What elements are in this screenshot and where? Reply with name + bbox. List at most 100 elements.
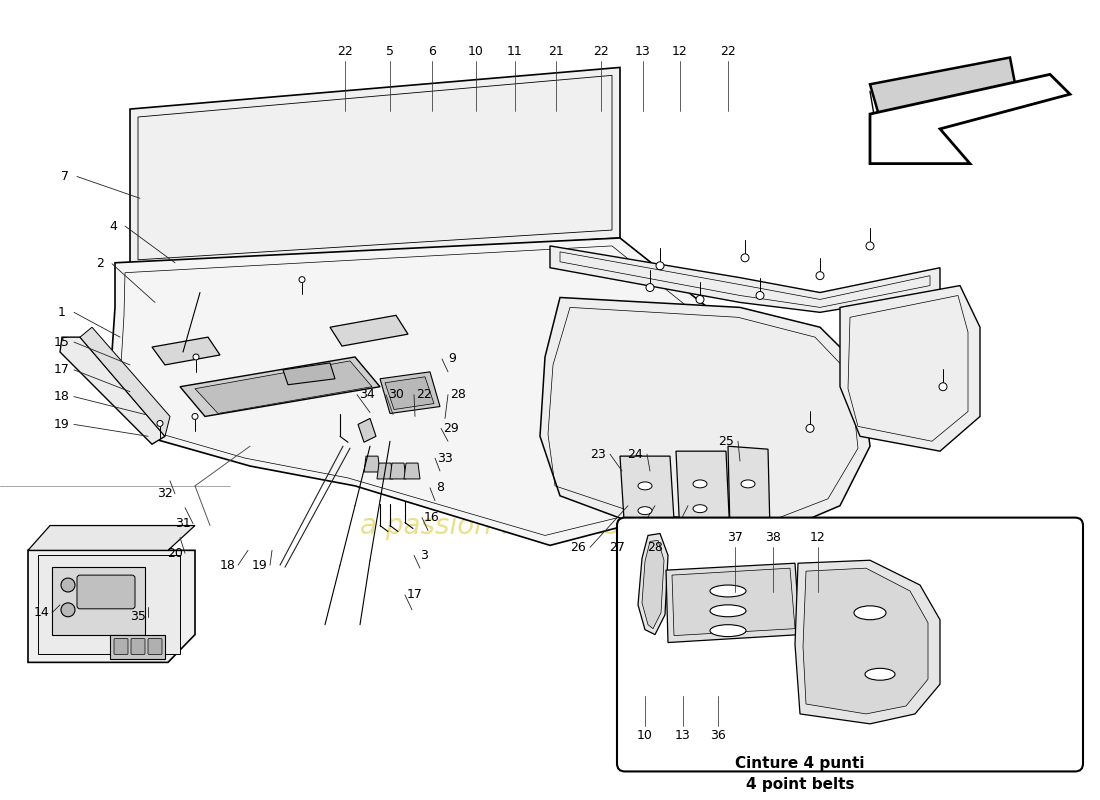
Text: 17: 17 bbox=[54, 363, 70, 376]
Text: 15: 15 bbox=[54, 335, 70, 349]
Polygon shape bbox=[39, 555, 180, 654]
Polygon shape bbox=[152, 337, 220, 365]
Text: 33: 33 bbox=[437, 452, 453, 465]
Circle shape bbox=[696, 295, 704, 303]
Circle shape bbox=[157, 421, 163, 426]
Text: 7: 7 bbox=[60, 170, 69, 183]
Circle shape bbox=[939, 382, 947, 390]
Text: 32: 32 bbox=[157, 487, 173, 500]
Polygon shape bbox=[666, 563, 800, 642]
Text: 16: 16 bbox=[425, 511, 440, 524]
Polygon shape bbox=[364, 456, 380, 472]
Text: 19: 19 bbox=[252, 558, 268, 572]
Circle shape bbox=[646, 283, 654, 291]
Polygon shape bbox=[180, 357, 380, 417]
Ellipse shape bbox=[693, 480, 707, 488]
Text: 22: 22 bbox=[416, 388, 432, 401]
Ellipse shape bbox=[854, 606, 886, 620]
Polygon shape bbox=[60, 337, 165, 444]
Text: 22: 22 bbox=[593, 45, 609, 58]
Text: 18: 18 bbox=[220, 558, 235, 572]
Circle shape bbox=[192, 414, 198, 419]
Polygon shape bbox=[550, 246, 940, 312]
Polygon shape bbox=[540, 298, 870, 535]
Text: 18: 18 bbox=[54, 390, 70, 403]
Polygon shape bbox=[28, 526, 195, 550]
Polygon shape bbox=[52, 567, 145, 634]
Polygon shape bbox=[803, 568, 928, 714]
Circle shape bbox=[741, 254, 749, 262]
Text: 28: 28 bbox=[647, 541, 663, 554]
Text: 35: 35 bbox=[130, 610, 146, 623]
Text: 38: 38 bbox=[766, 531, 781, 544]
Ellipse shape bbox=[865, 668, 895, 680]
Text: 26: 26 bbox=[570, 541, 586, 554]
Text: 12: 12 bbox=[672, 45, 688, 58]
Polygon shape bbox=[840, 286, 980, 451]
Polygon shape bbox=[672, 568, 795, 635]
Text: 34: 34 bbox=[359, 388, 375, 401]
Text: 22: 22 bbox=[337, 45, 353, 58]
Text: 1: 1 bbox=[58, 306, 66, 319]
Polygon shape bbox=[728, 446, 770, 530]
Circle shape bbox=[299, 277, 305, 282]
FancyBboxPatch shape bbox=[77, 575, 135, 609]
Polygon shape bbox=[358, 418, 376, 442]
Circle shape bbox=[656, 262, 664, 270]
Polygon shape bbox=[642, 541, 664, 629]
Ellipse shape bbox=[710, 585, 746, 597]
FancyBboxPatch shape bbox=[148, 638, 162, 654]
Polygon shape bbox=[130, 67, 620, 268]
Ellipse shape bbox=[710, 625, 746, 637]
Text: 10: 10 bbox=[637, 730, 653, 742]
Polygon shape bbox=[195, 361, 372, 414]
Ellipse shape bbox=[638, 482, 652, 490]
Text: 23: 23 bbox=[590, 448, 606, 461]
Text: 22: 22 bbox=[720, 45, 736, 58]
Polygon shape bbox=[80, 327, 170, 436]
Text: 21: 21 bbox=[548, 45, 564, 58]
Text: 3: 3 bbox=[420, 549, 428, 562]
Ellipse shape bbox=[710, 605, 746, 617]
Polygon shape bbox=[330, 315, 408, 346]
Polygon shape bbox=[638, 534, 668, 634]
Polygon shape bbox=[795, 560, 940, 724]
Text: 31: 31 bbox=[175, 517, 191, 530]
Polygon shape bbox=[28, 550, 195, 662]
Text: 5: 5 bbox=[386, 45, 394, 58]
Text: 9: 9 bbox=[448, 353, 455, 366]
Polygon shape bbox=[870, 58, 1018, 119]
Text: 30: 30 bbox=[388, 388, 404, 401]
Ellipse shape bbox=[741, 480, 755, 488]
Text: 13: 13 bbox=[675, 730, 691, 742]
Text: 8: 8 bbox=[436, 482, 444, 494]
Circle shape bbox=[866, 242, 874, 250]
Ellipse shape bbox=[638, 506, 652, 514]
Polygon shape bbox=[377, 463, 393, 479]
Polygon shape bbox=[283, 363, 336, 385]
Polygon shape bbox=[870, 74, 1070, 164]
Ellipse shape bbox=[693, 505, 707, 513]
Text: 4: 4 bbox=[109, 219, 117, 233]
Text: 2: 2 bbox=[96, 258, 103, 270]
Text: 37: 37 bbox=[727, 531, 742, 544]
Text: 36: 36 bbox=[711, 730, 726, 742]
Polygon shape bbox=[110, 634, 165, 659]
Text: 12: 12 bbox=[810, 531, 826, 544]
Text: 11: 11 bbox=[507, 45, 522, 58]
Circle shape bbox=[60, 578, 75, 592]
Polygon shape bbox=[379, 372, 440, 414]
Text: 24: 24 bbox=[627, 448, 642, 461]
Circle shape bbox=[60, 603, 75, 617]
FancyBboxPatch shape bbox=[114, 638, 128, 654]
Text: 25: 25 bbox=[718, 434, 734, 448]
Circle shape bbox=[816, 272, 824, 280]
Text: 14: 14 bbox=[34, 606, 50, 619]
Circle shape bbox=[806, 424, 814, 432]
Circle shape bbox=[756, 291, 764, 299]
Polygon shape bbox=[404, 463, 420, 479]
Text: 20: 20 bbox=[167, 546, 183, 560]
Polygon shape bbox=[676, 451, 730, 535]
Text: 29: 29 bbox=[443, 422, 459, 435]
Text: 19: 19 bbox=[54, 418, 70, 431]
